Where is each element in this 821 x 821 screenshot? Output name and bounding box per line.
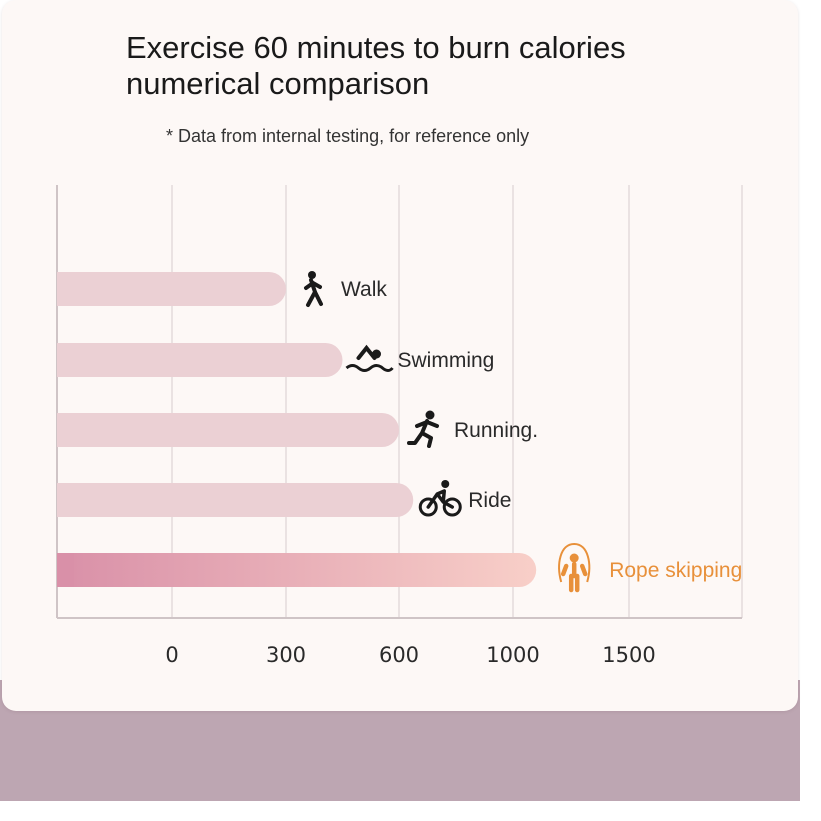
bar-label: Swimming — [398, 349, 495, 372]
bar-running — [57, 413, 399, 447]
walking-person-icon — [304, 271, 323, 307]
bar-cap — [57, 553, 74, 587]
bar-ride — [57, 483, 414, 517]
bar-label: Rope skipping — [609, 559, 742, 582]
runner-icon — [407, 410, 439, 448]
cyclist-icon — [418, 480, 462, 517]
bar-label: Walk — [341, 278, 387, 301]
chart-title: Exercise 60 minutes to burn calories num… — [126, 30, 626, 102]
x-tick-label: 0 — [165, 643, 178, 667]
bar-cap — [57, 483, 74, 517]
bar-swimming — [57, 343, 343, 377]
x-tick-label: 1500 — [602, 643, 655, 667]
bar-label: Ride — [468, 489, 511, 512]
x-tick-label: 600 — [379, 643, 419, 667]
chart-title-line-1: Exercise 60 minutes to burn calories — [126, 30, 626, 65]
bar-walk — [57, 272, 286, 306]
x-tick-label: 1000 — [486, 643, 539, 667]
chart-subtitle: * Data from internal testing, for refere… — [166, 126, 530, 146]
bar-cap — [57, 343, 74, 377]
swimmer-icon — [345, 344, 394, 372]
x-tick-label: 300 — [266, 643, 306, 667]
bar-rope-skipping — [57, 553, 537, 587]
rope-skipping-icon — [558, 542, 591, 593]
chart-title-line-2: numerical comparison — [126, 66, 430, 101]
bar-label: Running. — [454, 419, 538, 442]
bar-cap — [57, 272, 74, 306]
bar-cap — [57, 413, 74, 447]
